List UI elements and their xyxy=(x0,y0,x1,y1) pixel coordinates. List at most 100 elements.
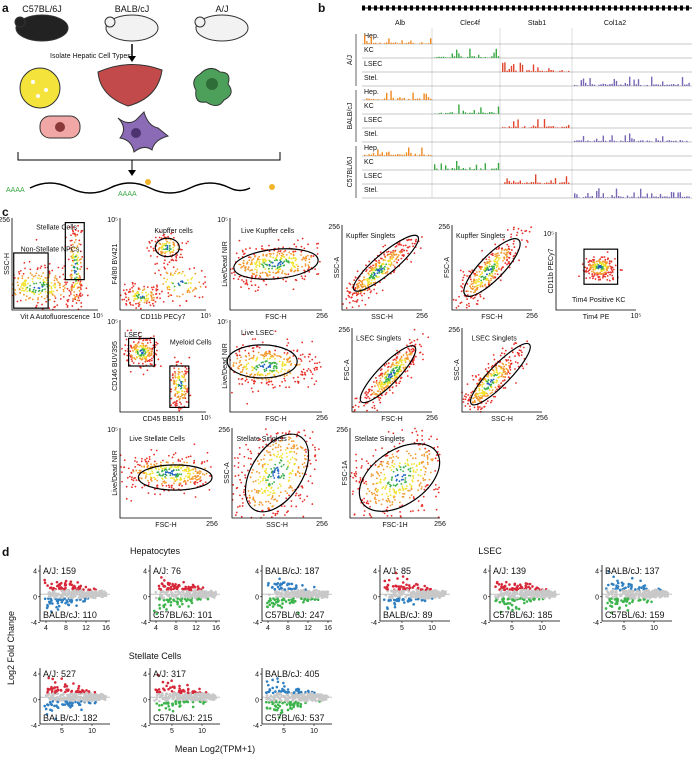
signal xyxy=(589,141,591,142)
event xyxy=(232,483,235,486)
event xyxy=(419,482,422,484)
event xyxy=(467,302,470,305)
event xyxy=(257,482,260,485)
event xyxy=(304,259,307,262)
signal xyxy=(607,84,609,86)
x-tick-label: 10⁵ xyxy=(93,313,104,320)
event xyxy=(379,251,382,254)
event xyxy=(269,454,272,457)
event xyxy=(354,404,357,407)
event xyxy=(481,389,484,392)
event xyxy=(365,501,368,504)
event xyxy=(183,492,186,495)
signal xyxy=(607,197,609,198)
event xyxy=(180,362,183,365)
signal xyxy=(515,70,517,72)
event xyxy=(271,383,274,386)
event xyxy=(506,243,509,246)
event xyxy=(124,344,127,347)
event xyxy=(181,397,184,399)
gate-label: LSEC Singlets xyxy=(356,336,402,343)
event xyxy=(269,369,271,372)
signal xyxy=(484,112,486,114)
event xyxy=(146,342,149,344)
event xyxy=(285,273,288,276)
event xyxy=(77,224,79,227)
event xyxy=(378,474,381,477)
signal xyxy=(486,113,489,114)
event xyxy=(605,266,607,268)
event xyxy=(594,278,597,280)
event xyxy=(165,238,168,241)
event xyxy=(256,264,259,267)
event xyxy=(417,500,420,502)
event xyxy=(602,272,605,275)
gate xyxy=(583,248,619,285)
event xyxy=(504,253,507,256)
event xyxy=(468,305,471,308)
x-axis-label: SSC-H xyxy=(491,416,513,423)
event xyxy=(179,304,181,307)
signal xyxy=(684,84,686,86)
event xyxy=(407,252,410,255)
event xyxy=(378,465,381,468)
event xyxy=(373,492,376,495)
event xyxy=(73,294,75,297)
strain-label: A/J xyxy=(347,55,354,65)
event xyxy=(383,253,386,256)
event xyxy=(189,455,192,458)
event xyxy=(294,259,297,262)
event xyxy=(404,487,407,490)
event xyxy=(472,287,475,290)
event xyxy=(180,392,183,395)
event xyxy=(251,272,254,275)
event xyxy=(290,500,293,502)
event xyxy=(195,479,198,481)
event xyxy=(282,278,285,281)
event xyxy=(24,267,26,270)
event xyxy=(275,365,278,368)
event xyxy=(411,431,414,434)
event xyxy=(74,238,77,241)
signal xyxy=(622,85,624,86)
event xyxy=(497,247,500,250)
event xyxy=(401,429,404,431)
event xyxy=(261,492,264,494)
event xyxy=(267,475,270,478)
event xyxy=(434,488,437,490)
event xyxy=(478,392,481,395)
event xyxy=(123,466,126,469)
event xyxy=(271,265,274,268)
signal xyxy=(611,135,613,142)
event xyxy=(375,382,378,384)
event xyxy=(375,274,377,277)
event xyxy=(234,274,236,276)
event xyxy=(29,284,31,287)
event xyxy=(314,366,317,369)
signal xyxy=(390,90,392,100)
event xyxy=(374,392,377,395)
event xyxy=(148,456,151,458)
signal xyxy=(453,168,456,170)
event xyxy=(64,281,67,284)
event xyxy=(376,494,379,497)
event xyxy=(388,457,391,459)
event xyxy=(506,248,509,251)
event xyxy=(198,470,201,472)
event xyxy=(232,365,235,368)
event xyxy=(70,264,73,267)
event xyxy=(23,289,26,292)
event xyxy=(383,373,386,376)
event xyxy=(57,281,60,284)
event xyxy=(500,352,503,355)
event xyxy=(74,282,77,285)
event xyxy=(259,480,262,483)
event xyxy=(388,389,391,392)
event xyxy=(189,286,192,289)
signal xyxy=(449,112,451,114)
event xyxy=(461,279,464,282)
event xyxy=(165,244,168,247)
event xyxy=(71,250,74,253)
axes xyxy=(119,320,206,413)
